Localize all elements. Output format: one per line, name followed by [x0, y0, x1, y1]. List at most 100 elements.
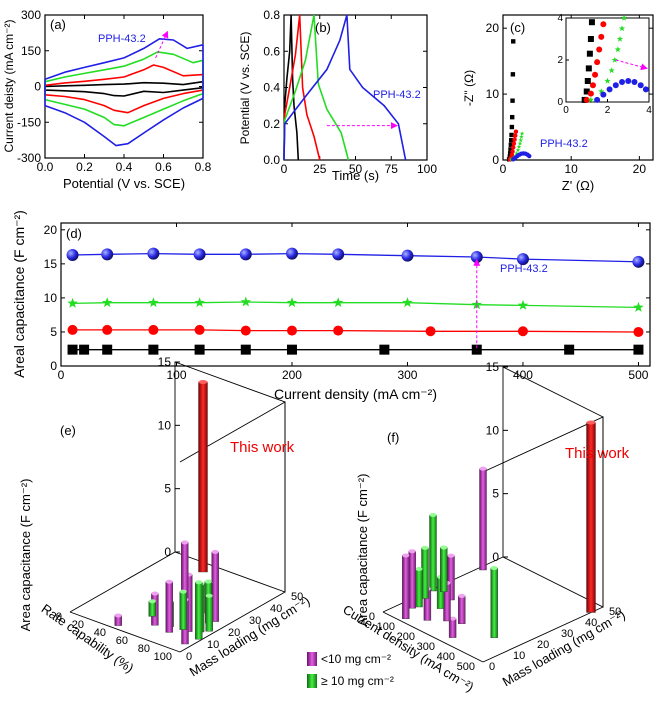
capacitance-point-3: [79, 344, 90, 355]
eis-point-1: [511, 141, 517, 146]
bar-lt10: [408, 551, 416, 609]
y-tick-label: 10: [513, 650, 525, 662]
eis-point-1: [511, 145, 516, 150]
bar-top: [179, 589, 187, 594]
panel-c-frame: [502, 14, 654, 161]
z-tick-label: 5: [492, 487, 499, 501]
inset-point-3: [631, 79, 638, 86]
inset-point-3: [625, 78, 632, 84]
inset-y-tick-label: 0: [557, 97, 563, 108]
panel-a-xlabel: Potential (V vs. SCE): [63, 176, 185, 191]
capacitance-point-0: [193, 248, 206, 261]
eis-point-3: [527, 153, 532, 159]
y-tick-label: 50: [609, 606, 621, 618]
y-tick-label: 40: [270, 603, 282, 615]
x-tick-label: 75: [385, 162, 399, 176]
inset-point-3: [637, 82, 644, 89]
panel-f-zlabel: Area capacitance (F cm⁻²): [355, 474, 370, 627]
eis-point-2: [517, 141, 523, 146]
inset-point-1: [594, 59, 601, 66]
panel-b-xlabel: Time (s): [332, 168, 379, 183]
inset-y-tick-label: 4: [557, 13, 563, 24]
capacitance-point-2: [67, 324, 78, 335]
bar-top: [408, 549, 416, 554]
capacitance-point-3: [471, 344, 482, 355]
x-tick-label: 10: [565, 162, 579, 176]
x-tick-label: 40: [94, 627, 106, 639]
y-tick-label: 20: [44, 223, 58, 237]
y-tick-label: 40: [585, 617, 597, 629]
bar-top: [458, 593, 466, 598]
bar-lt10: [165, 581, 174, 633]
legend-swatch-lt10: [307, 652, 317, 666]
back-wall: [174, 361, 286, 593]
panel-d-frame: [60, 222, 651, 367]
inset-point-0: [583, 88, 590, 95]
floor-edge: [69, 611, 181, 653]
y-tick-label: 0.4: [263, 81, 280, 95]
inset-point-2: [587, 96, 594, 103]
y-tick-label: 150: [21, 44, 41, 58]
capacitance-point-3: [67, 344, 78, 355]
x-tick-label: 100: [377, 621, 395, 633]
eis-point-2: [515, 147, 521, 153]
capacitance-point-0: [239, 248, 252, 261]
capacitance-point-2: [240, 325, 251, 336]
inset-point-2: [616, 35, 624, 42]
x-tick-label: 0: [58, 368, 65, 382]
inset-point-2: [611, 56, 618, 63]
panel-f-ylabel: Mass loading (mg cm⁻²): [500, 607, 628, 690]
x-tick-label: 0.8: [195, 160, 212, 174]
capacitance-point-2: [286, 325, 297, 336]
eis-point-1: [509, 152, 515, 157]
eis-point-0: [510, 114, 515, 120]
inset-point-1: [598, 33, 605, 40]
x-tick-label: 0: [56, 611, 62, 623]
capacitance-point-1: [102, 297, 113, 308]
panel-d-ylabel: Areal capacitance (F cm⁻²): [11, 210, 27, 378]
eis-point-0: [509, 132, 514, 138]
y-tick-label: 20: [486, 21, 500, 35]
x-tick-label: 300: [397, 368, 417, 382]
panel-e-zlabel: Area capacitance (F cm⁻²): [18, 479, 33, 632]
x-tick-label: 50: [349, 162, 363, 176]
inset-point-3: [606, 86, 613, 93]
bar-top: [415, 567, 423, 571]
panel-e-label: (e): [60, 423, 76, 438]
gcd-curve-3: [283, 14, 407, 161]
bar-lt10: [479, 468, 487, 571]
capacitance-point-3: [286, 344, 297, 355]
gcd-curve-2: [283, 14, 350, 161]
bar-top: [205, 593, 213, 598]
bar-top: [211, 549, 219, 554]
inset-point-1: [587, 90, 594, 97]
bar-top: [198, 380, 208, 384]
x-tick-label: 300: [417, 641, 435, 653]
eis-point-0: [508, 142, 514, 148]
cv-loop-0: [44, 80, 204, 97]
capacitance-point-3: [194, 344, 205, 355]
inset-point-3: [600, 91, 607, 98]
inset-point-2: [598, 88, 605, 95]
x-tick-label: 200: [397, 631, 415, 643]
x-tick-label: 200: [282, 368, 302, 382]
y-tick-label: 0.6: [263, 44, 280, 58]
z-tick-label: 0: [164, 545, 171, 559]
x-tick-label: 100: [417, 162, 437, 176]
panel-c-xlabel: Z' (Ω): [562, 178, 594, 193]
x-tick-label: 100: [154, 651, 172, 663]
eis-point-1: [510, 149, 515, 154]
y-tick-label: 0.2: [263, 117, 280, 131]
y-tick-label: 30: [249, 615, 261, 627]
y-tick-label: 5: [50, 325, 57, 339]
floor-edge: [69, 551, 176, 613]
x-tick-label: 20: [633, 162, 647, 176]
eis-point-0: [511, 39, 516, 44]
y-tick-label: 30: [561, 628, 573, 640]
capacitance-point-3: [148, 344, 159, 355]
y-tick-label: 0.0: [263, 153, 280, 167]
bar-top: [586, 420, 596, 425]
panel-d-annotation: PPH-43.2: [500, 263, 548, 275]
z-tick-label: 0: [492, 550, 499, 564]
capacitance-point-2: [102, 324, 113, 335]
